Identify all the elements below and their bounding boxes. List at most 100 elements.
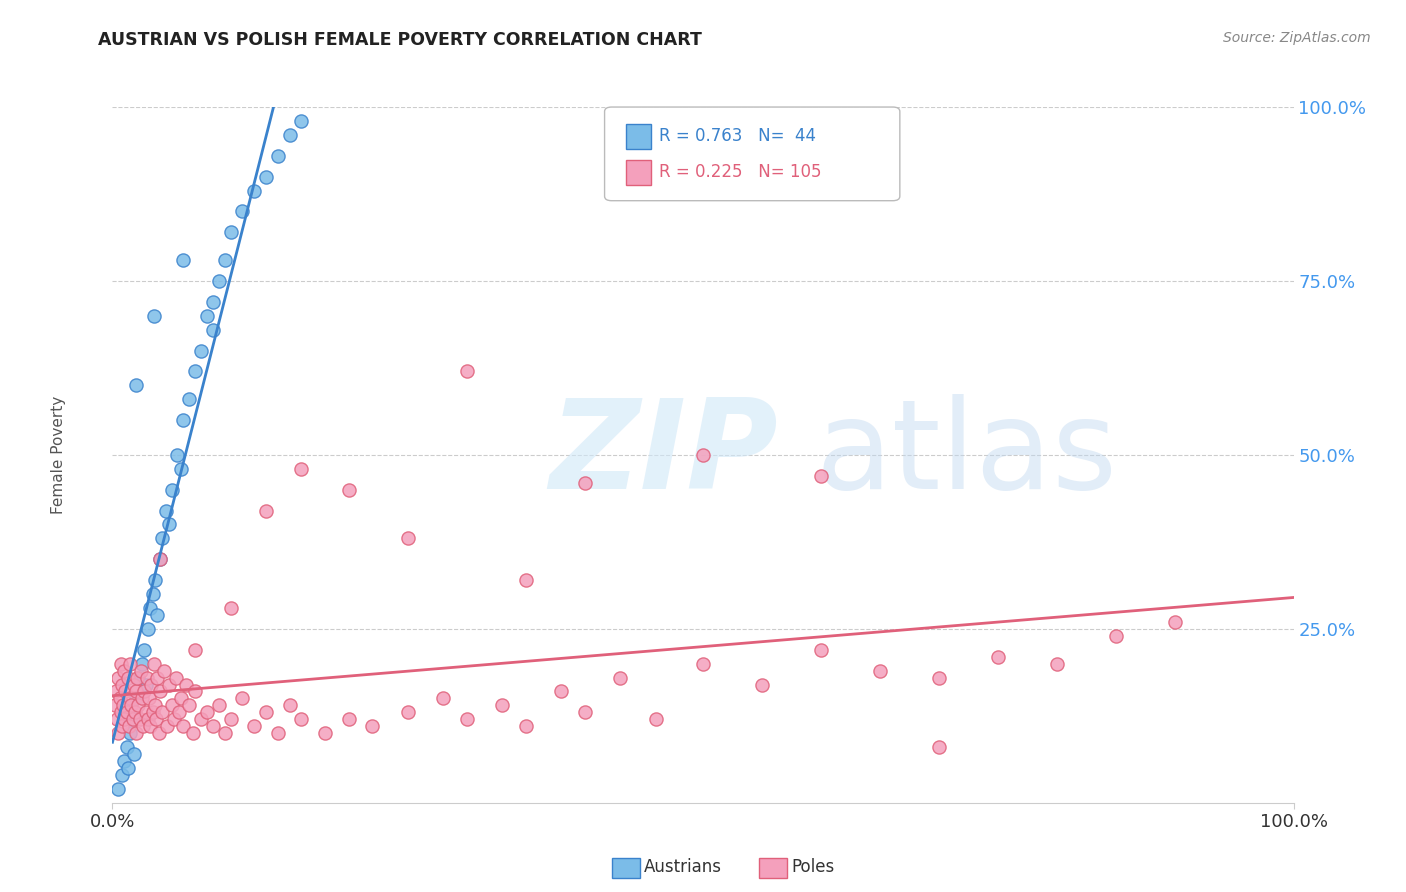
Point	[172, 253, 194, 268]
Point	[120, 698, 142, 713]
Text: atlas: atlas	[815, 394, 1118, 516]
Point	[170, 691, 193, 706]
Point	[491, 698, 513, 713]
Point	[121, 712, 143, 726]
Point	[142, 706, 165, 720]
Point	[692, 657, 714, 671]
Point	[1046, 657, 1069, 671]
Point	[609, 671, 631, 685]
Point	[181, 726, 204, 740]
Point	[115, 706, 138, 720]
Point	[111, 677, 134, 691]
Text: AUSTRIAN VS POLISH FEMALE POVERTY CORRELATION CHART: AUSTRIAN VS POLISH FEMALE POVERTY CORREL…	[98, 31, 702, 49]
Point	[179, 698, 201, 713]
Point	[112, 664, 135, 678]
Point	[208, 698, 231, 713]
Point	[107, 671, 129, 685]
Point	[117, 671, 139, 685]
Point	[396, 532, 419, 546]
Point	[121, 712, 143, 726]
Point	[201, 719, 224, 733]
Point	[396, 706, 419, 720]
Text: R = 0.763   N=  44: R = 0.763 N= 44	[659, 128, 817, 145]
Point	[172, 719, 194, 733]
Point	[150, 532, 173, 546]
Point	[254, 503, 277, 517]
Point	[138, 691, 160, 706]
Point	[214, 253, 236, 268]
Point	[456, 364, 478, 378]
Point	[156, 719, 179, 733]
Point	[108, 691, 131, 706]
Point	[692, 448, 714, 462]
Point	[134, 642, 156, 657]
Point	[149, 552, 172, 566]
Point	[166, 448, 188, 462]
Point	[574, 706, 596, 720]
Text: Source: ZipAtlas.com: Source: ZipAtlas.com	[1223, 31, 1371, 45]
Point	[574, 475, 596, 490]
Point	[163, 712, 186, 726]
Point	[112, 698, 135, 713]
Point	[201, 294, 224, 309]
Point	[810, 642, 832, 657]
Point	[125, 726, 148, 740]
Point	[456, 712, 478, 726]
Point	[127, 671, 149, 685]
Point	[195, 706, 218, 720]
Point	[515, 719, 537, 733]
Point	[243, 184, 266, 198]
Y-axis label: Female Poverty: Female Poverty	[51, 396, 66, 514]
Point	[148, 726, 170, 740]
Point	[751, 677, 773, 691]
Point	[142, 587, 165, 601]
Point	[142, 309, 165, 323]
Point	[160, 698, 183, 713]
Point	[125, 378, 148, 392]
Point	[432, 691, 454, 706]
Point	[267, 726, 290, 740]
Point	[174, 677, 197, 691]
Point	[157, 517, 180, 532]
Point	[149, 684, 172, 698]
Point	[135, 706, 157, 720]
Point	[231, 204, 253, 219]
Point	[111, 719, 134, 733]
Point	[1164, 615, 1187, 629]
Point	[167, 706, 190, 720]
Point	[214, 726, 236, 740]
Text: R = 0.225   N= 105: R = 0.225 N= 105	[659, 163, 823, 181]
Point	[153, 664, 176, 678]
Point	[125, 691, 148, 706]
Point	[160, 483, 183, 497]
Point	[145, 712, 167, 726]
Point	[928, 671, 950, 685]
Point	[190, 712, 212, 726]
Point	[361, 719, 384, 733]
Point	[337, 483, 360, 497]
Point	[195, 309, 218, 323]
Point	[165, 671, 187, 685]
Point	[143, 698, 166, 713]
Point	[122, 747, 145, 761]
Point	[112, 712, 135, 726]
Point	[139, 719, 162, 733]
Point	[143, 573, 166, 587]
Point	[254, 169, 277, 184]
Point	[337, 712, 360, 726]
Point	[869, 664, 891, 678]
Point	[129, 664, 152, 678]
Point	[135, 677, 157, 691]
Point	[201, 323, 224, 337]
Point	[117, 761, 139, 775]
Point	[190, 343, 212, 358]
Point	[290, 114, 312, 128]
Point	[146, 607, 169, 622]
Point	[127, 671, 149, 685]
Point	[118, 719, 141, 733]
Point	[184, 642, 207, 657]
Point	[125, 684, 148, 698]
Point	[134, 684, 156, 698]
Point	[122, 677, 145, 691]
Point	[172, 413, 194, 427]
